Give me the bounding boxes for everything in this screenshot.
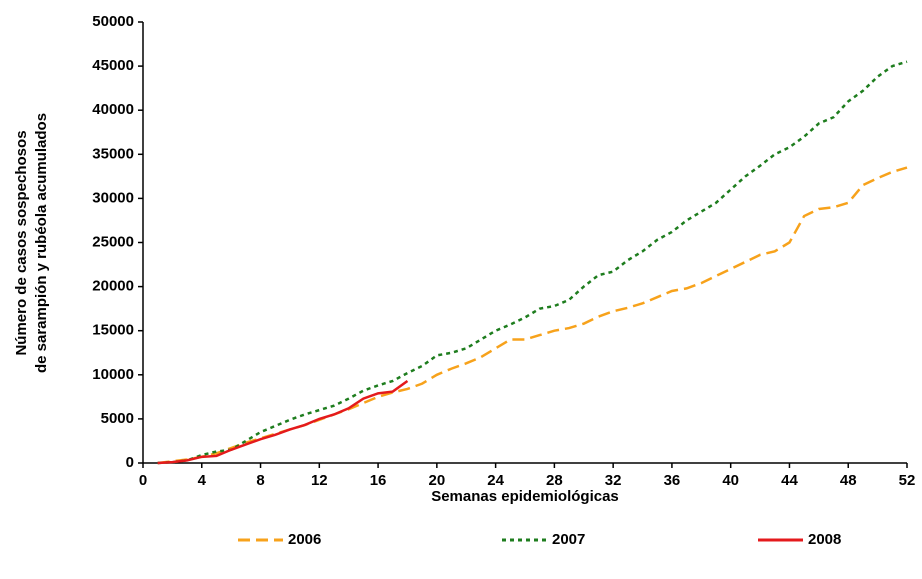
- x-tick-label: 52: [899, 472, 916, 489]
- x-tick-label: 24: [487, 472, 504, 489]
- y-tick-label: 10000: [92, 366, 134, 383]
- x-tick-label: 36: [664, 472, 681, 489]
- x-tick-label: 8: [256, 472, 264, 489]
- data-line: [157, 60, 908, 465]
- x-axis-label: Semanas epidemiológicas: [431, 488, 619, 505]
- y-tick-label: 0: [126, 454, 134, 471]
- y-tick-label: 15000: [92, 322, 134, 339]
- y-tick-label: 45000: [92, 57, 134, 74]
- x-tick-label: 16: [370, 472, 387, 489]
- x-tick-label: 44: [781, 472, 798, 489]
- data-line: [157, 166, 908, 465]
- x-tick-label: 28: [546, 472, 563, 489]
- legend-label: 2006: [288, 531, 321, 548]
- y-axis-label: de sarampión y rubéola acumulados: [33, 113, 50, 373]
- y-tick-label: 50000: [92, 13, 134, 30]
- x-tick-label: 48: [840, 472, 857, 489]
- x-tick-label: 4: [198, 472, 207, 489]
- y-tick-label: 35000: [92, 145, 134, 162]
- y-tick-label: 30000: [92, 189, 134, 206]
- legend-label: 2008: [808, 531, 841, 548]
- x-tick-label: 20: [429, 472, 446, 489]
- x-tick-label: 0: [139, 472, 147, 489]
- data-line: [157, 379, 409, 465]
- x-tick-label: 12: [311, 472, 328, 489]
- y-tick-label: 40000: [92, 101, 134, 118]
- x-tick-label: 32: [605, 472, 622, 489]
- x-tick-label: 40: [722, 472, 739, 489]
- y-tick-label: 20000: [92, 278, 134, 295]
- legend-label: 2007: [552, 531, 585, 548]
- y-tick-label: 5000: [101, 410, 134, 427]
- y-tick-label: 25000: [92, 233, 134, 250]
- y-axis-label: Número de casos sospechosos: [13, 130, 30, 355]
